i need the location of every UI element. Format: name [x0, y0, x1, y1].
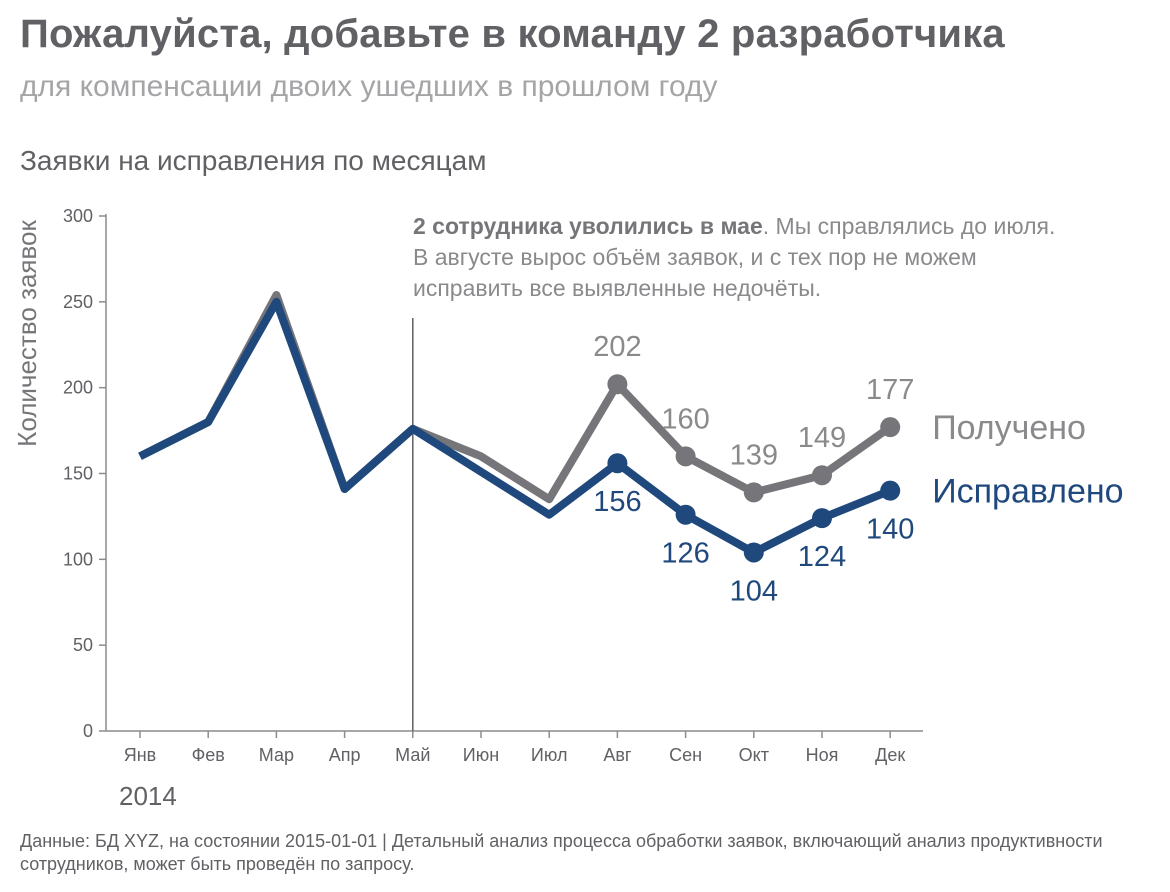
series-line-fixed — [138, 297, 892, 557]
x-tick-label: Сен — [669, 745, 702, 765]
page-subtitle: для компенсации двоих ушедших в прошлом … — [20, 70, 718, 103]
data-point-fixed — [812, 508, 832, 529]
data-point-received — [880, 417, 901, 438]
x-tick-label: Июн — [463, 745, 499, 765]
data-label-fixed: 156 — [593, 486, 641, 518]
y-tick-label: 100 — [63, 549, 93, 569]
data-label-received: 177 — [866, 374, 914, 406]
data-label-fixed: 104 — [730, 575, 778, 607]
data-point-fixed — [675, 504, 696, 525]
x-tick-label: Апр — [329, 745, 361, 765]
chart-title: Заявки на исправления по месяцам — [20, 145, 487, 176]
annotation-text: . Мы справлялись до июля. В августе выро… — [413, 213, 1056, 301]
data-label-received: 149 — [798, 422, 846, 454]
series-label-fixed: Исправлено — [932, 473, 1123, 511]
chart-axes: 0 50 100 150 200 250 300 Янв Фев Мар Апр Май Июн Июл А… — [12, 206, 923, 811]
data-label-received: 202 — [593, 331, 641, 363]
y-axis-title: Количество заявок — [12, 220, 42, 447]
data-label-fixed: 124 — [798, 541, 846, 573]
page-title: Пожалуйста, добавьте в команду 2 разрабо… — [20, 12, 1005, 56]
data-label-received: 160 — [661, 403, 709, 435]
x-tick-label: Окт — [739, 745, 769, 765]
data-point-received — [743, 482, 764, 503]
x-tick-label: Янв — [124, 745, 157, 765]
annotation-bold: 2 сотрудника уволились в мае — [413, 213, 763, 239]
data-label-fixed: 126 — [661, 538, 709, 570]
source-footnote: Данные: БД XYZ, на состоянии 2015-01-01 … — [20, 831, 1103, 874]
x-tick-label: Фев — [192, 745, 225, 765]
data-point-received — [675, 446, 696, 467]
y-tick-label: 0 — [83, 721, 93, 741]
series-label-received: Получено — [932, 409, 1086, 447]
x-tick-label: Авг — [603, 745, 632, 765]
y-tick-label: 250 — [63, 292, 93, 312]
y-tick-label: 50 — [73, 635, 93, 655]
chart-annotation: 2 сотрудника уволились в мае. Мы справля… — [413, 211, 1073, 304]
series-lines — [138, 290, 901, 563]
data-point-fixed — [607, 453, 628, 474]
x-tick-label: Ноя — [806, 745, 839, 765]
data-point-received — [607, 374, 628, 395]
x-tick-label: Дек — [875, 745, 905, 765]
x-tick-label: Май — [395, 745, 430, 765]
x-tick-label: Июл — [531, 745, 568, 765]
y-tick-label: 300 — [63, 206, 93, 226]
y-tick-label: 150 — [63, 464, 93, 484]
data-point-fixed — [743, 542, 764, 563]
data-label-fixed: 140 — [866, 514, 914, 546]
x-tick-label: Мар — [259, 745, 294, 765]
year-label: 2014 — [119, 781, 177, 811]
data-labels: 202 160 139 149 177 Получено 156 126 104 124 140 Ис… — [593, 331, 1123, 607]
y-tick-label: 200 — [63, 378, 93, 398]
data-point-fixed — [880, 480, 901, 501]
data-point-received — [812, 465, 832, 486]
data-label-received: 139 — [730, 439, 778, 471]
